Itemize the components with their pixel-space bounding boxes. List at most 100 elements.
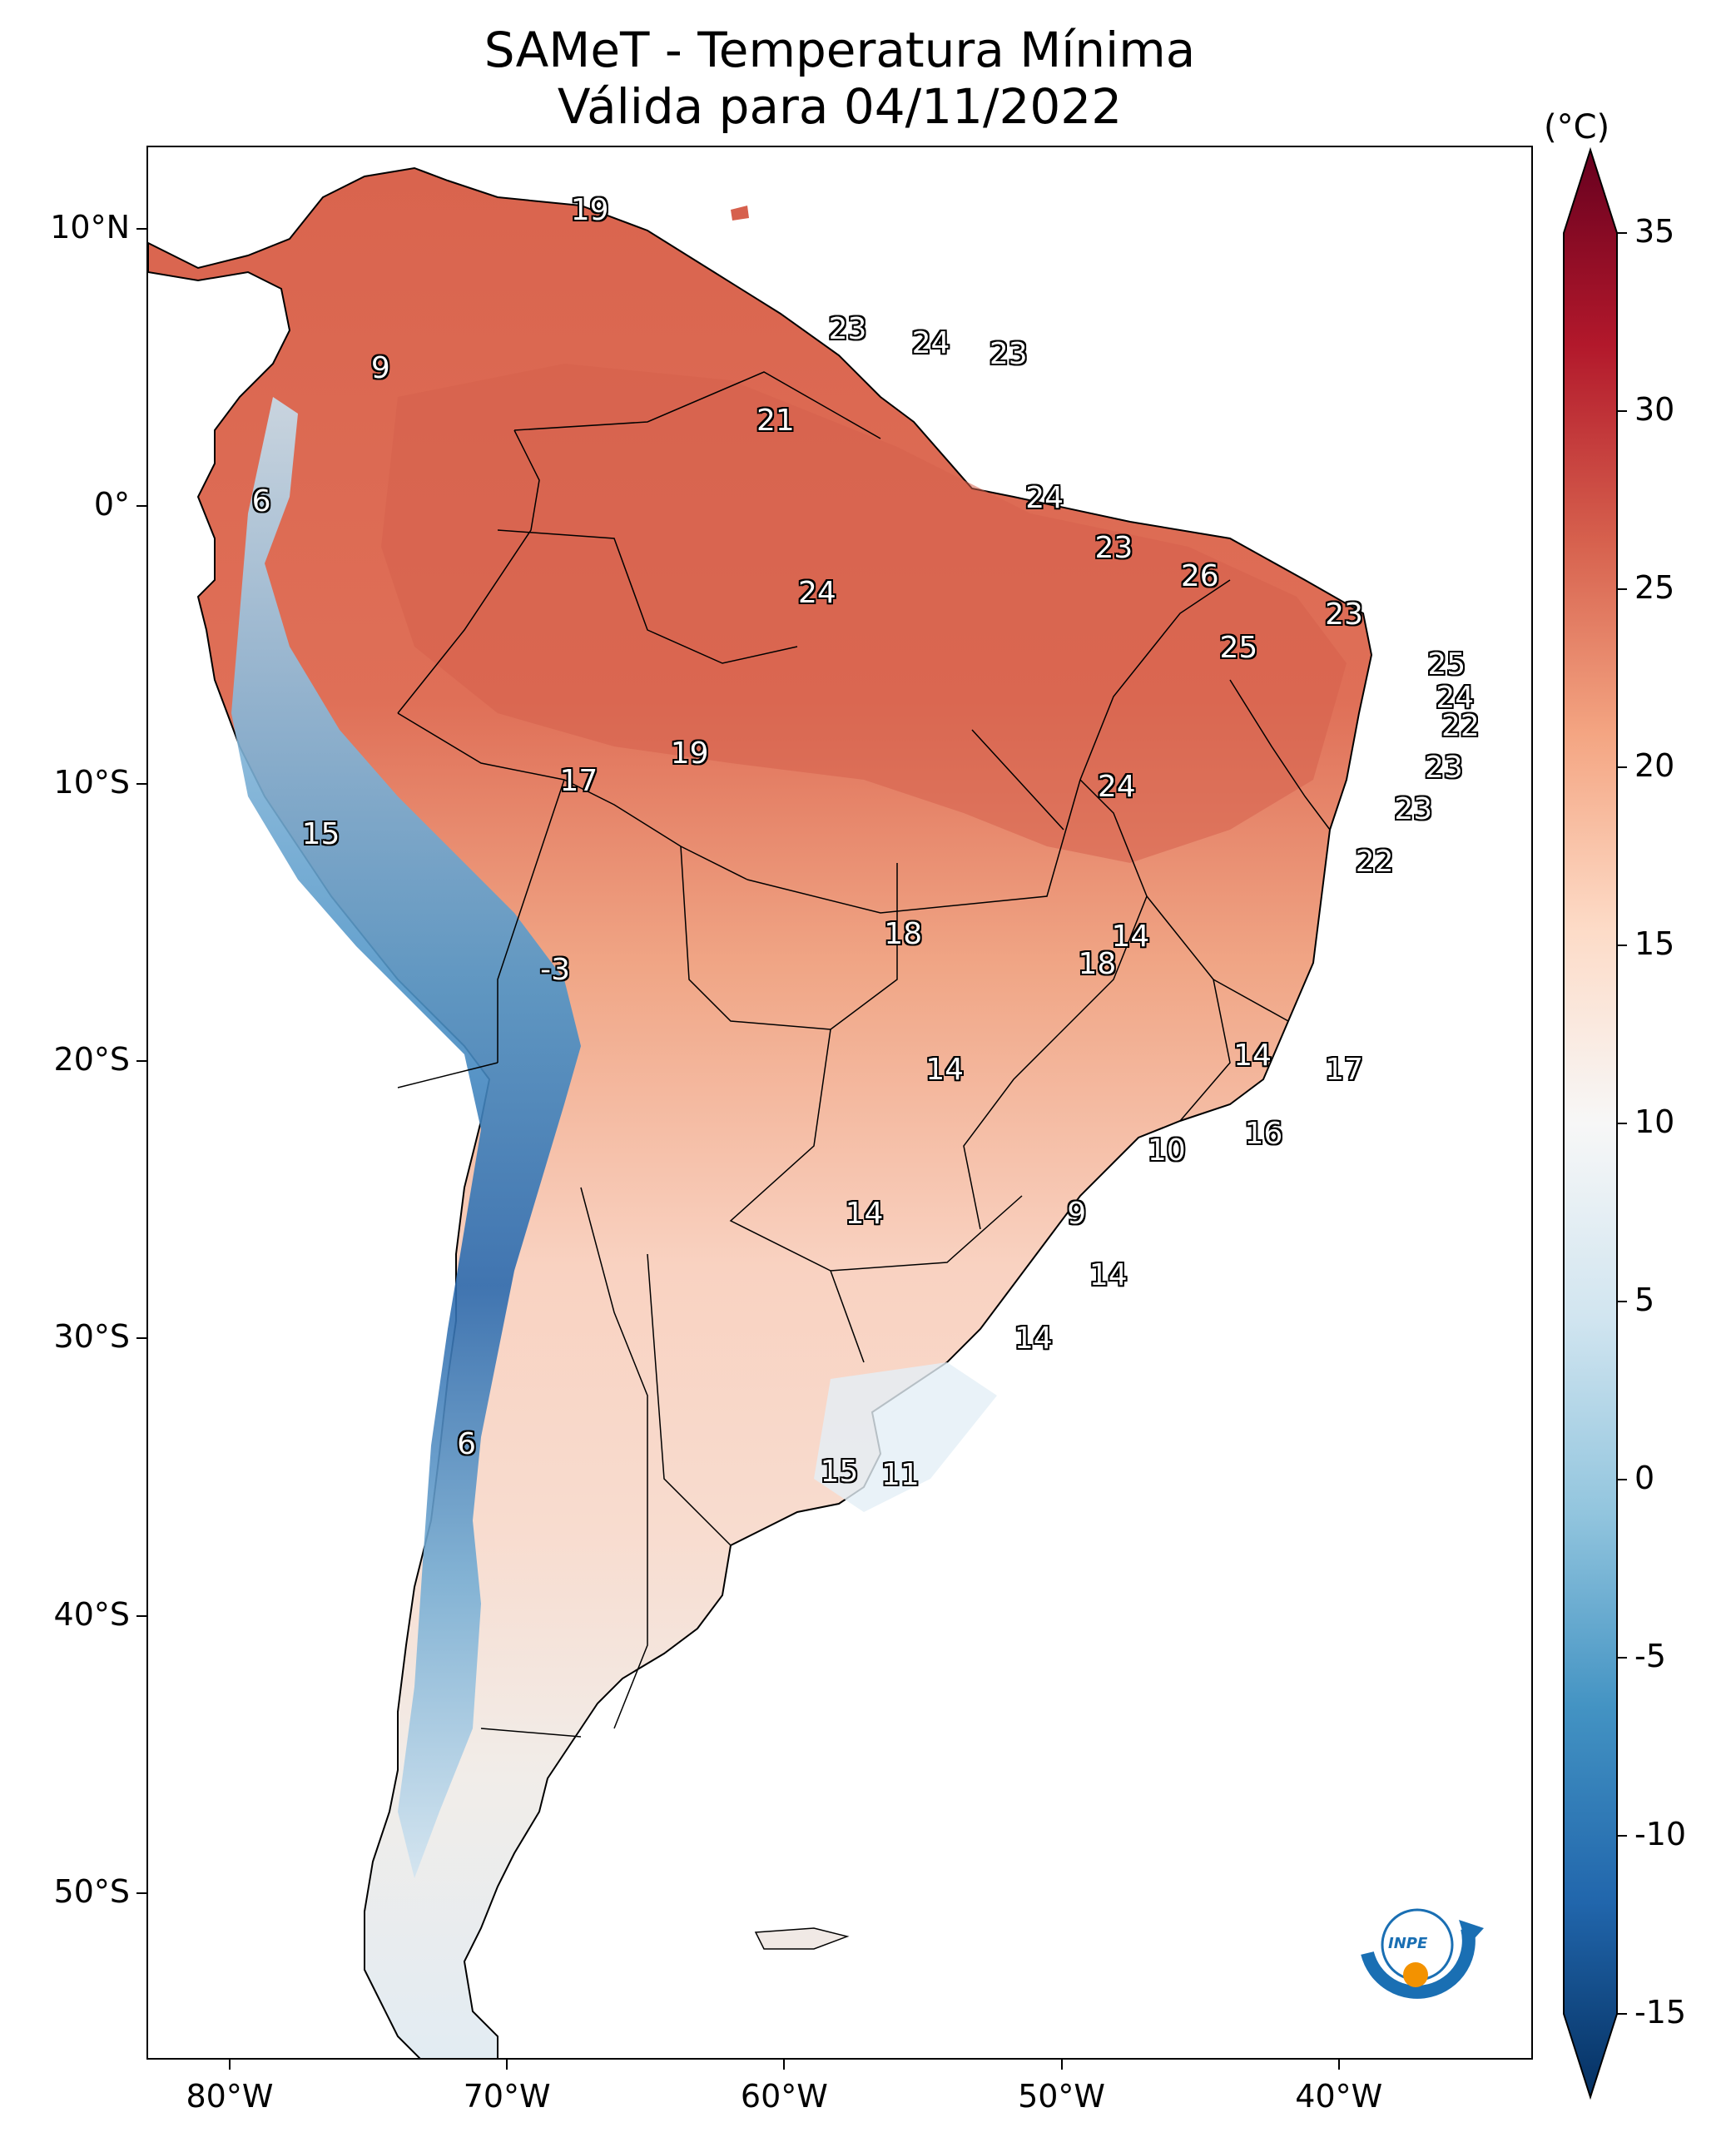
lon-tick-label: 50°W	[1018, 2078, 1106, 2115]
colorbar-tick-mark	[1617, 1657, 1627, 1659]
station-temperature-label: 14	[925, 1053, 965, 1087]
colorbar-tick-mark	[1617, 1301, 1627, 1302]
lat-tick-label: 50°S	[53, 1873, 130, 1910]
station-temperature-label: 6	[457, 1427, 477, 1461]
andes-cold-region	[231, 397, 581, 1878]
station-temperature-label: 26	[1180, 558, 1219, 593]
lon-tick-mark	[1060, 2060, 1063, 2070]
station-temperature-label: 14	[1089, 1257, 1128, 1292]
inpe-logo	[1351, 1895, 1492, 2011]
lat-tick-label: 0°	[93, 486, 130, 523]
station-temperature-label: 6	[251, 483, 271, 518]
lat-tick-label: 20°S	[53, 1041, 130, 1078]
station-temperature-label: 16	[1244, 1116, 1283, 1151]
colorbar-tick-mark	[1617, 410, 1627, 412]
station-temperature-label: 23	[989, 337, 1028, 371]
lon-tick-mark	[1337, 2060, 1340, 2070]
station-temperature-label: 22	[1441, 708, 1480, 743]
station-temperature-label: 23	[1425, 750, 1463, 785]
lon-tick-mark	[783, 2060, 786, 2070]
station-temperature-label: 10	[1147, 1133, 1186, 1168]
lat-tick-mark	[136, 1060, 146, 1062]
station-temperature-label: 24	[1436, 681, 1475, 716]
lon-tick-label: 40°W	[1295, 2078, 1383, 2115]
colorbar-tick-mark	[1617, 588, 1627, 590]
colorbar-tick-label: 35	[1634, 213, 1675, 250]
station-temperature-label: 23	[1325, 598, 1363, 632]
country-borders	[397, 371, 1331, 1738]
station-temperature-label: 15	[301, 816, 340, 851]
lat-tick-mark	[136, 1892, 146, 1894]
lat-tick-label: 30°S	[53, 1318, 130, 1356]
station-temperature-label: 14	[1014, 1321, 1053, 1356]
colorbar-tick-mark	[1617, 1835, 1627, 1837]
station-temperature-label: 18	[884, 916, 923, 951]
colorbar-tick-label: 10	[1634, 1103, 1675, 1140]
station-temperature-label: 25	[1427, 647, 1466, 682]
lat-tick-label: 10°N	[50, 209, 130, 245]
map-svg	[148, 166, 1373, 2058]
station-temperature-label: 14	[1233, 1039, 1272, 1074]
colorbar-tick-label: 5	[1634, 1282, 1655, 1318]
lat-tick-mark	[136, 1337, 146, 1340]
lat-tick-mark	[136, 782, 146, 785]
station-temperature-label: 9	[370, 350, 390, 385]
station-temperature-label: 19	[670, 736, 709, 771]
colorbar-tick-label: 15	[1634, 925, 1675, 962]
lat-tick-mark	[136, 228, 146, 230]
lat-tick-mark	[136, 1614, 146, 1617]
colorbar-tick-mark	[1617, 2013, 1627, 2015]
colorbar-unit: (°C)	[1544, 108, 1610, 146]
colorbar-tick-label: -10	[1634, 1816, 1687, 1852]
station-temperature-label: 17	[559, 764, 598, 799]
station-temperature-label: 15	[820, 1455, 859, 1490]
station-temperature-label: 17	[1325, 1053, 1363, 1087]
colorbar-tick-mark	[1617, 945, 1627, 946]
station-temperature-label: 18	[1078, 947, 1117, 982]
colorbar-tick-mark	[1617, 766, 1627, 768]
station-temperature-label: 23	[828, 312, 867, 346]
lat-tick-mark	[136, 505, 146, 508]
map-frame: 19 23 24 23 9 21 6 24 23 26 24 23 25 25 24 22 19 23 17 24 23…	[146, 146, 1533, 2060]
station-temperature-label: 23	[1394, 791, 1433, 826]
station-temperature-label: 24	[1025, 481, 1064, 516]
cool-southeast-region	[814, 1362, 997, 1512]
colorbar-tick-mark	[1617, 232, 1627, 234]
station-temperature-label: 22	[1355, 845, 1394, 879]
colorbar-tick-label: 30	[1634, 391, 1675, 428]
station-temperature-label: 24	[798, 575, 836, 610]
inpe-logo-text: INPE	[1388, 1935, 1428, 1952]
lon-tick-mark	[506, 2060, 508, 2070]
map-title-line1: SAMeT - Temperatura Mínima	[484, 22, 1196, 78]
inpe-logo-graphic	[1361, 1908, 1484, 1999]
station-temperature-label: -3	[540, 953, 571, 987]
station-temperature-label: 25	[1219, 631, 1258, 666]
colorbar-tick-label: 20	[1634, 747, 1675, 784]
colorbar-tick-mark	[1617, 1123, 1627, 1124]
lon-tick-label: 80°W	[186, 2078, 274, 2115]
colorbar-tick-label: 0	[1634, 1460, 1655, 1496]
colorbar-tick-label: -15	[1634, 1994, 1687, 2031]
lon-tick-label: 60°W	[740, 2078, 828, 2115]
station-temperature-label: 19	[570, 192, 609, 227]
station-temperature-label: 23	[1094, 531, 1133, 566]
caribbean-islands	[731, 206, 749, 221]
lon-tick-mark	[228, 2060, 231, 2070]
map-title-line2: Válida para 04/11/2022	[557, 78, 1123, 135]
station-temperature-label: 14	[845, 1197, 884, 1232]
station-temperature-label: 14	[1111, 920, 1150, 954]
station-temperature-label: 24	[911, 325, 950, 360]
lon-tick-label: 70°W	[463, 2078, 551, 2115]
station-temperature-label: 11	[880, 1457, 920, 1492]
station-temperature-label: 21	[756, 404, 795, 438]
falkland-islands	[754, 1927, 850, 1950]
colorbar-tick-label: -5	[1634, 1638, 1666, 1674]
colorbar-bar	[1563, 146, 1618, 2100]
station-temperature-label: 24	[1097, 770, 1136, 804]
lat-tick-label: 40°S	[53, 1595, 130, 1633]
colorbar-tick-label: 25	[1634, 569, 1675, 606]
lat-tick-label: 10°S	[53, 763, 130, 801]
station-temperature-label: 9	[1067, 1197, 1087, 1232]
colorbar-tick-mark	[1617, 1479, 1627, 1480]
warm-region	[381, 364, 1347, 863]
